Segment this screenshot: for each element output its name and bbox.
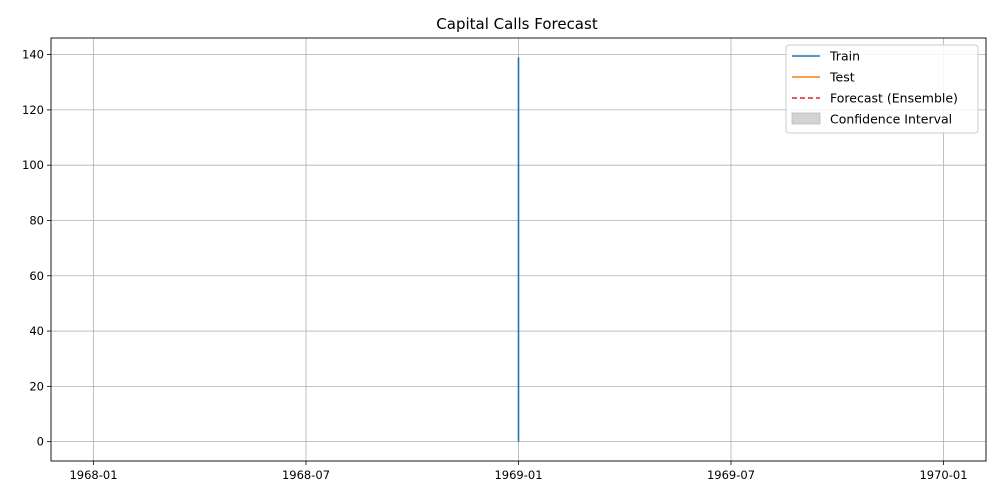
y-tick-label: 20 <box>29 379 44 393</box>
x-tick-label: 1970-01 <box>919 468 967 482</box>
legend-label-train: Train <box>829 49 860 64</box>
y-tick-label: 40 <box>29 324 44 338</box>
legend-label-confidence: Confidence Interval <box>830 112 952 127</box>
x-tick-label: 1968-07 <box>282 468 330 482</box>
y-tick-label: 120 <box>22 103 44 117</box>
x-tick-label: 1968-01 <box>69 468 117 482</box>
y-tick-label: 60 <box>29 269 44 283</box>
y-tick-label: 0 <box>37 435 44 449</box>
y-tick-label: 80 <box>29 213 44 227</box>
y-tick-label: 140 <box>22 48 44 62</box>
y-tick-label: 100 <box>22 158 44 172</box>
chart-title: Capital Calls Forecast <box>436 15 598 33</box>
legend-frame <box>785 44 979 134</box>
legend-label-test: Test <box>829 70 855 85</box>
x-axis: 1968-011968-071969-011969-071970-011970-… <box>69 461 968 482</box>
legend: Train Test Forecast (Ensemble) Confidenc… <box>785 44 979 134</box>
y-axis: 0 20 40 60 80 100 120 140 <box>22 48 51 449</box>
x-tick-label: 1969-07 <box>707 468 755 482</box>
legend-label-forecast: Forecast (Ensemble) <box>830 91 958 106</box>
legend-swatch-confidence <box>791 112 821 125</box>
x-tick-label: 1969-01 <box>494 468 542 482</box>
